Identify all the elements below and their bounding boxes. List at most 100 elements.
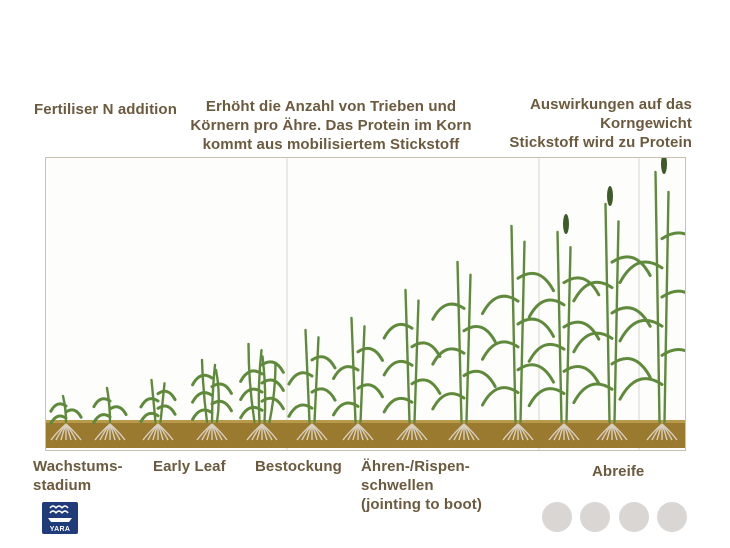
- plant-8-stem-1: [404, 288, 411, 424]
- plant-4-root-7: [211, 423, 228, 441]
- plant-13-head: [661, 158, 667, 174]
- plant-5-root-7: [261, 423, 278, 441]
- nav-dot-4[interactable]: [657, 502, 687, 532]
- plant-9-leaf-4: [462, 324, 497, 344]
- plant-12-leaf-2: [610, 357, 652, 379]
- plant-12-leaf-1: [572, 382, 614, 405]
- plant-8-leaf-5: [382, 322, 414, 340]
- plant-13-stem-1: [654, 170, 661, 424]
- plant-6-stem-2: [313, 336, 320, 424]
- nav-dot-2[interactable]: [580, 502, 610, 532]
- jointing-line-3: (jointing to boot): [361, 496, 482, 513]
- plant-2-leaf-3: [92, 397, 112, 409]
- plant-4-stem-3: [214, 368, 220, 424]
- plant-11-stem-1: [556, 230, 563, 424]
- growth-stage-line-1: Wachstums-: [33, 458, 123, 475]
- plant-6-stem-1: [304, 328, 311, 424]
- plant-5-leaf-2: [260, 396, 285, 411]
- plant-11-leaf-1: [527, 387, 566, 408]
- growth-stage-label: Wachstums- stadium: [33, 457, 123, 495]
- plant-3-leaf-1: [139, 411, 160, 424]
- plant-1-leaf-1: [49, 414, 68, 425]
- plant-13-stem-2: [663, 190, 670, 424]
- plant-4-stem-2: [210, 363, 217, 424]
- plant-7-leaf-1: [332, 401, 360, 417]
- plant-11-leaf-4: [562, 320, 601, 341]
- tiller-effect-line-1: Erhöht die Anzahl von Trieben und: [205, 98, 457, 115]
- plant-7-root-7: [357, 423, 374, 441]
- plant-1-root-7: [65, 423, 82, 441]
- nav-dot-1[interactable]: [542, 502, 572, 532]
- plant-13-leaf-1: [618, 377, 664, 401]
- plant-12-root-7: [611, 423, 628, 441]
- nav-dot-3[interactable]: [619, 502, 649, 532]
- plant-10-leaf-6: [516, 271, 556, 293]
- plant-5-leaf-1: [239, 405, 264, 420]
- plant-12-stem-1: [604, 202, 611, 424]
- jointing-label: Ähren-/Rispen- schwellen (jointing to bo…: [361, 457, 482, 514]
- plant-4-leaf-2: [210, 399, 233, 413]
- plant-3-root-7: [157, 423, 174, 441]
- viking-ship-icon: [48, 505, 72, 522]
- plant-9-leaf-1: [431, 392, 466, 411]
- growth-stages-illustration: [45, 157, 686, 451]
- plant-3-leaf-2: [156, 404, 177, 416]
- plant-7-leaf-4: [356, 346, 384, 362]
- plant-9-root-7: [463, 423, 480, 441]
- plant-12-leaf-3: [572, 331, 614, 354]
- plant-9-leaf-2: [462, 369, 497, 389]
- plant-5-stem-3: [261, 355, 267, 424]
- plant-5-stem-4: [268, 361, 277, 424]
- plant-10-stem-1: [510, 224, 517, 424]
- plant-7-leaf-3: [332, 365, 360, 381]
- plant-13-leaf-6: [660, 231, 685, 241]
- plant-3-leaf-4: [156, 389, 177, 402]
- plant-2-leaf-1: [92, 413, 112, 425]
- plant-12-leaf-4: [610, 306, 652, 328]
- plant-8-leaf-1: [382, 396, 414, 414]
- plant-10-leaf-1: [480, 386, 520, 407]
- yara-logo: YARA: [42, 502, 78, 534]
- growth-stage-line-2: stadium: [33, 477, 92, 494]
- tiller-effect-text: Erhöht die Anzahl von Trieben und Körner…: [178, 97, 484, 154]
- plant-1-leaf-2: [64, 408, 83, 419]
- plant-9-leaf-5: [431, 302, 466, 321]
- grain-effect-line-2: Korngewicht: [600, 115, 692, 132]
- tiller-effect-line-3: kommt aus mobilisiertem Stickstoff: [202, 136, 460, 153]
- plant-9-leaf-3: [431, 347, 466, 366]
- plant-11-head: [563, 214, 569, 234]
- soil-surface: [46, 420, 685, 423]
- plant-13-root-7: [661, 423, 678, 441]
- fertiliser-n-label: Fertiliser N addition: [34, 101, 177, 118]
- plant-8-stem-2: [413, 299, 420, 424]
- plant-10-leaf-2: [516, 363, 556, 384]
- plant-drawing: [46, 158, 685, 450]
- plant-12-leaf-6: [610, 255, 652, 277]
- plant-4-leaf-1: [191, 408, 214, 422]
- plant-7-stem-1: [350, 316, 357, 424]
- plant-6-leaf-1: [287, 403, 314, 418]
- early-leaf-label: Early Leaf: [153, 458, 226, 475]
- plant-2-stem-1: [105, 386, 112, 424]
- plant-5-stem-1: [247, 342, 256, 424]
- plant-5-leaf-4: [260, 378, 285, 392]
- plant-5-leaf-5: [239, 369, 264, 383]
- plant-6-leaf-4: [310, 355, 337, 370]
- plant-4-leaf-5: [191, 373, 214, 387]
- plant-3-stem-1: [150, 378, 157, 424]
- jointing-line-1: Ähren-/Rispen-: [361, 458, 470, 475]
- tiller-effect-line-2: Körnern pro Ähre. Das Protein im Korn: [190, 117, 472, 134]
- plant-12-head: [607, 186, 613, 206]
- plant-6-leaf-3: [287, 371, 314, 386]
- jointing-line-2: schwellen: [361, 477, 434, 494]
- logo-text: YARA: [49, 526, 71, 533]
- plant-10-leaf-4: [516, 317, 556, 338]
- plant-8-leaf-2: [410, 378, 442, 395]
- plant-10-leaf-3: [480, 340, 520, 361]
- plant-11-root-7: [563, 423, 580, 441]
- plant-7-leaf-2: [356, 383, 384, 399]
- grain-effect-text: Auswirkungen auf das Korngewicht Stickst…: [480, 95, 692, 152]
- plant-4-leaf-4: [210, 382, 233, 395]
- plant-13-leaf-4: [660, 289, 685, 299]
- plant-4-leaf-3: [191, 391, 214, 404]
